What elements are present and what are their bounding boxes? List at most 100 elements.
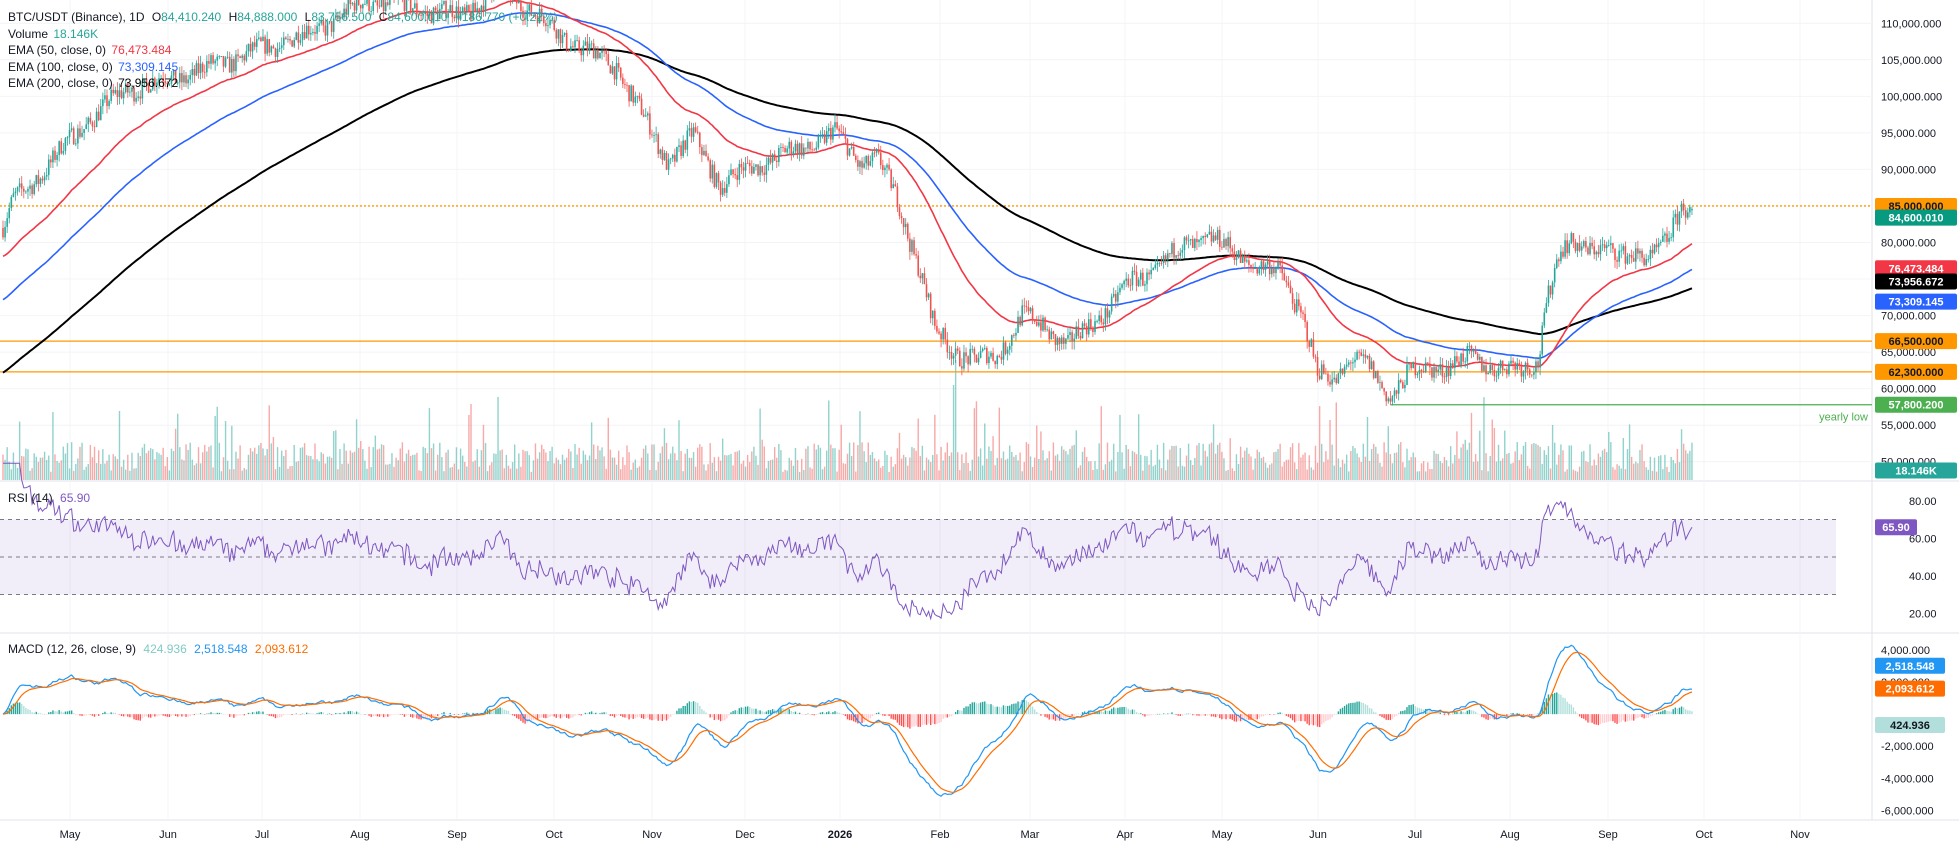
candle[interactable] <box>1137 277 1140 288</box>
candle[interactable] <box>827 123 830 139</box>
candle[interactable] <box>873 146 876 158</box>
candle[interactable] <box>83 129 85 141</box>
candle[interactable] <box>463 3 466 15</box>
candle[interactable] <box>1216 226 1219 245</box>
candle[interactable] <box>345 3 347 20</box>
candle[interactable] <box>362 3 364 14</box>
candle[interactable] <box>823 130 826 145</box>
candle[interactable] <box>1451 359 1454 369</box>
candle[interactable] <box>1497 363 1500 380</box>
candle[interactable] <box>1013 332 1015 339</box>
candle[interactable] <box>524 10 526 26</box>
candle[interactable] <box>1283 268 1286 281</box>
candle[interactable] <box>1258 265 1261 276</box>
candle[interactable] <box>994 360 996 369</box>
candle[interactable] <box>1664 231 1666 243</box>
candle[interactable] <box>1112 287 1115 298</box>
candle[interactable] <box>865 155 867 170</box>
candle[interactable] <box>1649 245 1652 267</box>
candle[interactable] <box>1173 238 1175 265</box>
candle[interactable] <box>1691 206 1693 216</box>
candle[interactable] <box>1630 249 1633 264</box>
candle[interactable] <box>1372 360 1375 380</box>
candle[interactable] <box>1583 239 1585 249</box>
candle[interactable] <box>1491 362 1494 376</box>
candle[interactable] <box>62 142 65 156</box>
candle[interactable] <box>919 268 922 283</box>
candle[interactable] <box>1422 364 1425 374</box>
candle[interactable] <box>154 76 156 92</box>
candle[interactable] <box>324 18 327 41</box>
candle[interactable] <box>1087 312 1090 338</box>
candle[interactable] <box>1531 374 1533 378</box>
volume-badge[interactable]: 18.146K <box>1895 466 1937 478</box>
macd-legend[interactable]: MACD (12, 26, close, 9) 424.936 2,518.54… <box>8 642 308 656</box>
candle[interactable] <box>1607 239 1610 247</box>
candle[interactable] <box>1439 357 1442 376</box>
candle[interactable] <box>332 13 335 39</box>
candle[interactable] <box>1125 272 1127 288</box>
candle[interactable] <box>1447 360 1450 384</box>
candle[interactable] <box>1655 238 1658 253</box>
candle[interactable] <box>915 248 917 259</box>
candle[interactable] <box>466 1 468 16</box>
signal-badge[interactable]: 2,093.612 <box>1886 684 1935 696</box>
candle[interactable] <box>717 170 720 191</box>
candle[interactable] <box>1483 359 1485 373</box>
candle[interactable] <box>536 12 539 27</box>
level-badge-66500[interactable]: 66,500.000 <box>1888 336 1943 348</box>
candle[interactable] <box>430 10 433 24</box>
candle[interactable] <box>293 37 295 49</box>
candle[interactable] <box>1243 250 1246 270</box>
candle[interactable] <box>1472 348 1475 358</box>
candle[interactable] <box>961 358 963 376</box>
candle[interactable] <box>1092 326 1094 338</box>
ema100-row[interactable]: EMA (100, close, 0) 73,309.145 <box>8 59 558 76</box>
candle[interactable] <box>1510 354 1512 367</box>
candle[interactable] <box>1069 326 1071 343</box>
candle[interactable] <box>936 319 938 334</box>
candle[interactable] <box>1108 309 1111 324</box>
candle[interactable] <box>767 156 770 171</box>
candle[interactable] <box>47 154 50 181</box>
candle[interactable] <box>765 157 768 183</box>
candle[interactable] <box>439 2 441 20</box>
candle[interactable] <box>25 190 27 194</box>
candle[interactable] <box>35 174 38 188</box>
candle[interactable] <box>185 72 187 88</box>
candle[interactable] <box>888 157 890 171</box>
candle[interactable] <box>174 69 177 84</box>
candle[interactable] <box>326 18 329 42</box>
candle[interactable] <box>713 161 716 189</box>
candle[interactable] <box>422 9 424 20</box>
candle[interactable] <box>784 145 786 153</box>
candle[interactable] <box>1474 345 1477 355</box>
candle[interactable] <box>1653 243 1656 255</box>
candle[interactable] <box>1495 370 1498 383</box>
candle[interactable] <box>310 26 312 41</box>
candle[interactable] <box>189 69 191 86</box>
candle[interactable] <box>659 148 662 159</box>
candle[interactable] <box>472 0 474 21</box>
candle[interactable] <box>538 2 541 24</box>
candle[interactable] <box>1273 260 1275 277</box>
candle[interactable] <box>1347 359 1350 368</box>
candle[interactable] <box>613 66 616 85</box>
candle[interactable] <box>857 155 859 171</box>
candle[interactable] <box>168 83 171 87</box>
candle[interactable] <box>1175 254 1177 265</box>
candle[interactable] <box>1464 357 1467 368</box>
candle[interactable] <box>998 354 1001 358</box>
candle[interactable] <box>1268 254 1271 281</box>
candle[interactable] <box>106 89 108 114</box>
candle[interactable] <box>1071 329 1073 350</box>
candle[interactable] <box>592 38 595 59</box>
candle[interactable] <box>979 345 982 359</box>
candle[interactable] <box>1142 268 1144 287</box>
candle[interactable] <box>1616 256 1618 270</box>
candle[interactable] <box>1433 363 1435 383</box>
candle[interactable] <box>1337 372 1340 385</box>
candle[interactable] <box>1335 374 1338 385</box>
candle[interactable] <box>543 15 545 27</box>
candle[interactable] <box>1206 233 1209 239</box>
